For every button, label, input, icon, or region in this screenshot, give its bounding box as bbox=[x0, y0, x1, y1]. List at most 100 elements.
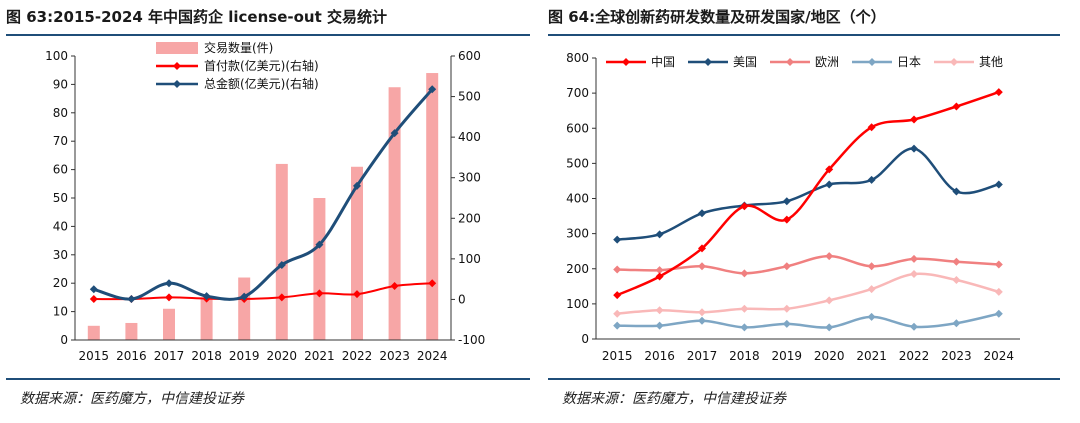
legend-marker bbox=[622, 58, 630, 66]
point-日本-2021 bbox=[867, 312, 876, 321]
point-中国-2024 bbox=[994, 88, 1003, 97]
point-总金额(亿美元)(右轴)-2018 bbox=[202, 292, 211, 301]
point-欧洲-2023 bbox=[952, 257, 961, 266]
series-line-日本 bbox=[617, 312, 1000, 329]
series-line-总金额(亿美元)(右轴) bbox=[93, 88, 434, 301]
point-欧洲-2024 bbox=[994, 260, 1003, 269]
right-chart-title: 图 64:全球创新药研发数量及研发国家/地区（个） bbox=[548, 8, 886, 26]
x-tick-label: 2023 bbox=[941, 349, 972, 363]
point-日本-2018 bbox=[740, 323, 749, 332]
point-总金额(亿美元)(右轴)-2020 bbox=[277, 260, 286, 269]
y-left-tick-label: 20 bbox=[53, 276, 68, 290]
y-tick-label: 100 bbox=[566, 297, 589, 311]
bar-2023 bbox=[388, 87, 401, 341]
point-日本-2022 bbox=[910, 322, 918, 331]
point-欧洲-2018 bbox=[740, 269, 749, 278]
y-right-tick-label: 100 bbox=[458, 252, 481, 266]
y-right-tick-label: 500 bbox=[458, 90, 481, 104]
x-tick-label: 2022 bbox=[342, 349, 373, 363]
point-其他-2017 bbox=[698, 308, 706, 317]
point-日本-2020 bbox=[825, 323, 834, 332]
bar-2016 bbox=[125, 322, 138, 340]
bar-2017 bbox=[163, 308, 175, 340]
x-tick-label: 2018 bbox=[191, 349, 222, 363]
point-欧洲-2015 bbox=[613, 265, 622, 274]
point-美国-2015 bbox=[613, 235, 622, 244]
y-tick-label: 600 bbox=[566, 121, 589, 135]
point-首付款(亿美元)(右轴)-2017 bbox=[165, 293, 173, 302]
y-left-tick-label: 0 bbox=[60, 333, 68, 347]
point-日本-2024 bbox=[994, 309, 1003, 318]
series-line-美国 bbox=[617, 147, 1000, 241]
x-tick-label: 2015 bbox=[602, 349, 633, 363]
point-其他-2015 bbox=[613, 309, 622, 318]
y-left-tick-label: 10 bbox=[53, 305, 68, 319]
left-chart-title: 图 63:2015-2024 年中国药企 license-out 交易统计 bbox=[6, 8, 387, 26]
x-tick-label: 2015 bbox=[79, 349, 110, 363]
y-left-tick-label: 50 bbox=[53, 191, 68, 205]
x-tick-label: 2021 bbox=[856, 349, 887, 363]
point-总金额(亿美元)(右轴)-2019 bbox=[240, 292, 249, 301]
x-tick-label: 2016 bbox=[644, 349, 675, 363]
right-bottom-rule bbox=[548, 378, 1060, 380]
x-tick-label: 2020 bbox=[814, 349, 845, 363]
point-美国-2020 bbox=[825, 180, 834, 189]
point-其他-2016 bbox=[655, 306, 664, 315]
point-日本-2019 bbox=[782, 319, 791, 328]
point-美国-2017 bbox=[698, 209, 706, 218]
point-中国-2016 bbox=[655, 272, 664, 281]
point-日本-2015 bbox=[613, 321, 622, 330]
x-tick-label: 2024 bbox=[417, 349, 448, 363]
legend-label: 美国 bbox=[733, 55, 757, 69]
y-left-tick-label: 30 bbox=[53, 248, 68, 262]
point-总金额(亿美元)(右轴)-2023 bbox=[390, 129, 399, 138]
y-tick-label: 500 bbox=[566, 156, 589, 170]
point-其他-2020 bbox=[825, 296, 834, 305]
bar-2022 bbox=[351, 166, 363, 340]
point-美国-2016 bbox=[655, 230, 664, 239]
left-source-note: 数据来源：医药魔方，中信建投证券 bbox=[20, 391, 244, 407]
right-chart: 0 100 200 300 400 500 600 700 800 2015 2016 2017 201… bbox=[566, 51, 1020, 363]
x-tick-label: 2023 bbox=[379, 349, 410, 363]
point-首付款(亿美元)(右轴)-2022 bbox=[353, 290, 361, 299]
y-right-tick-label: 0 bbox=[458, 292, 466, 306]
x-tick-label: 2018 bbox=[729, 349, 760, 363]
y-right-tick-label: 400 bbox=[458, 130, 481, 144]
point-其他-2024 bbox=[994, 287, 1003, 296]
x-tick-label: 2024 bbox=[984, 349, 1015, 363]
left-chart: 0 10 20 30 40 50 60 70 80 90 100 -100 0 100 200 300 400 5… bbox=[45, 40, 485, 363]
legend-marker bbox=[173, 62, 181, 70]
point-美国-2021 bbox=[867, 175, 876, 184]
right-panel: 图 64:全球创新药研发数量及研发国家/地区（个） 0 100 200 300 400 5… bbox=[548, 0, 1078, 423]
legend-marker bbox=[786, 58, 794, 66]
point-日本-2016 bbox=[655, 321, 664, 330]
x-tick-label: 2022 bbox=[899, 349, 930, 363]
y-left-tick-label: 100 bbox=[45, 49, 68, 63]
y-tick-label: 700 bbox=[566, 86, 589, 100]
point-中国-2019 bbox=[782, 215, 791, 224]
point-总金额(亿美元)(右轴)-2015 bbox=[89, 285, 98, 294]
y-left-tick-label: 70 bbox=[53, 134, 68, 148]
legend-label: 交易数量(件) bbox=[204, 40, 273, 55]
point-美国-2022 bbox=[910, 144, 918, 153]
y-right-tick-label: 300 bbox=[458, 171, 481, 185]
point-总金额(亿美元)(右轴)-2017 bbox=[165, 279, 173, 288]
x-tick-label: 2017 bbox=[154, 349, 185, 363]
point-总金额(亿美元)(右轴)-2021 bbox=[315, 240, 324, 249]
point-其他-2022 bbox=[910, 270, 918, 279]
legend-marker bbox=[704, 58, 712, 66]
left-top-rule bbox=[6, 34, 530, 36]
legend-label: 中国 bbox=[651, 54, 675, 69]
point-其他-2021 bbox=[867, 285, 876, 294]
y-tick-label: 300 bbox=[566, 227, 589, 241]
point-中国-2018 bbox=[740, 202, 749, 211]
series-line-中国 bbox=[616, 90, 1000, 297]
point-其他-2023 bbox=[952, 275, 961, 284]
right-source-note: 数据来源：医药魔方，中信建投证券 bbox=[562, 391, 786, 407]
x-tick-label: 2016 bbox=[116, 349, 147, 363]
point-首付款(亿美元)(右轴)-2024 bbox=[428, 279, 437, 288]
point-中国-2017 bbox=[698, 244, 706, 253]
point-其他-2019 bbox=[782, 304, 791, 313]
point-美国-2023 bbox=[952, 187, 961, 196]
x-tick-label: 2020 bbox=[267, 349, 298, 363]
